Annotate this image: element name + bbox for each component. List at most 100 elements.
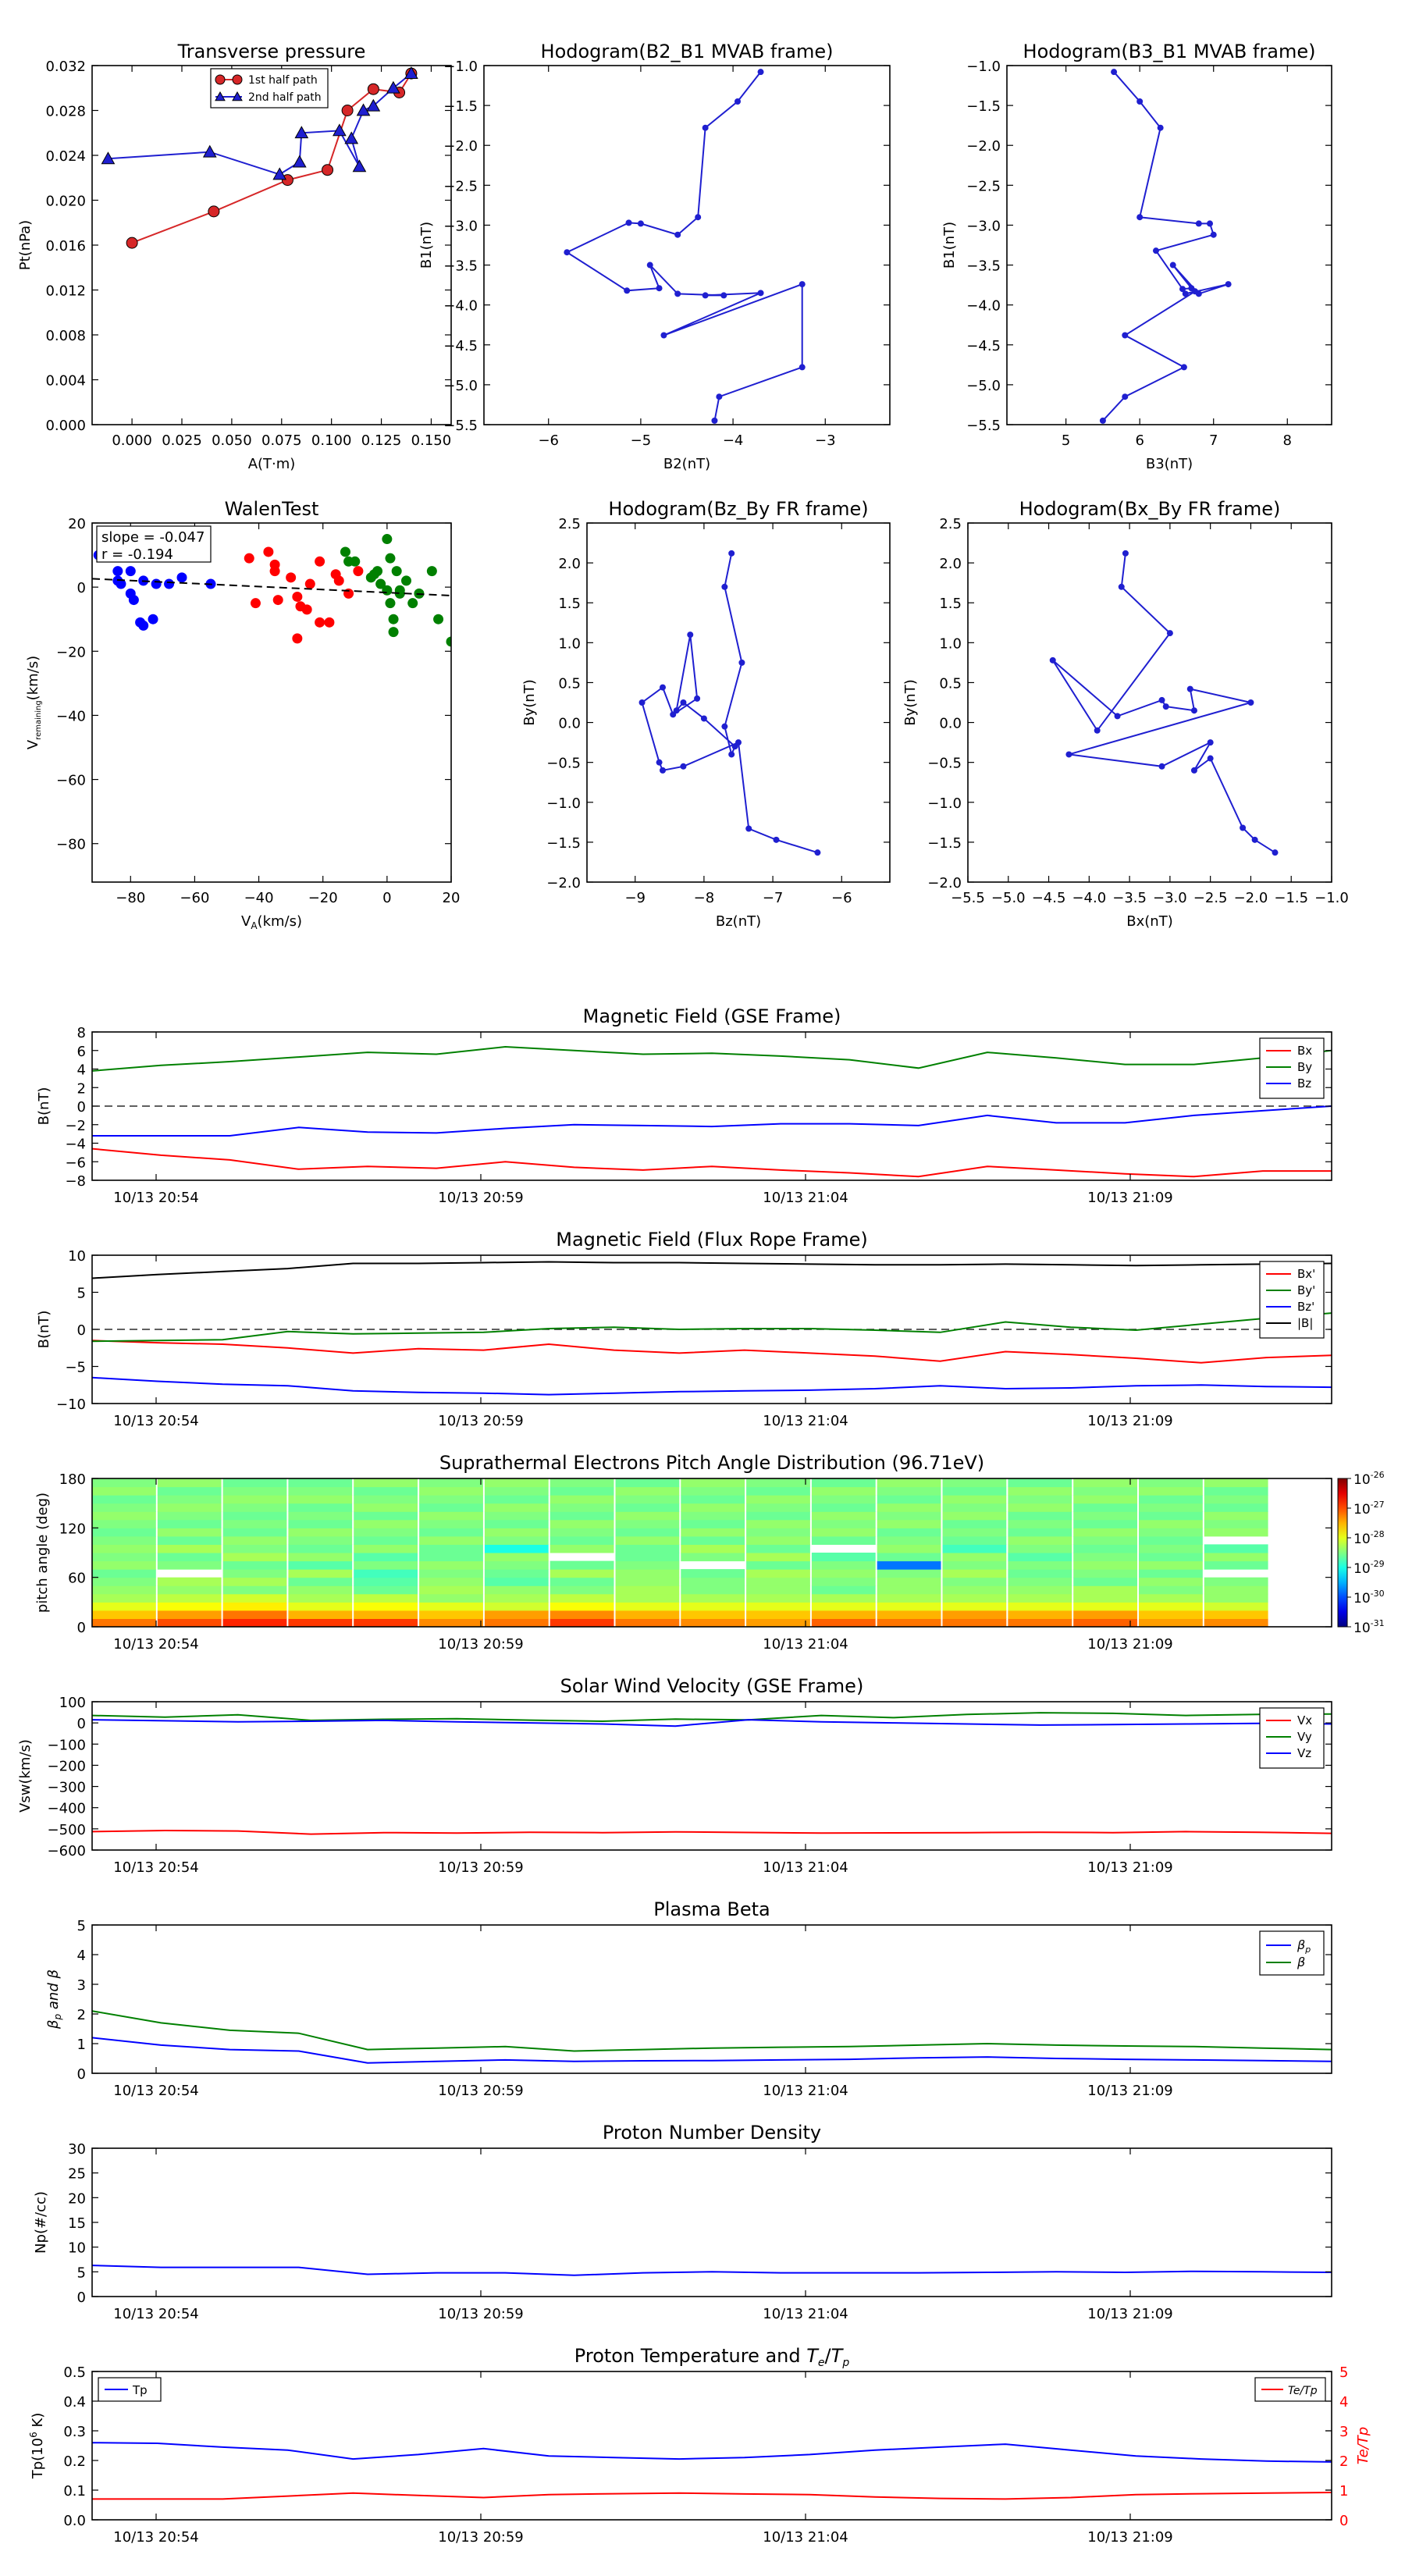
data-point <box>1195 220 1202 227</box>
legend-label: 1st half path <box>248 74 318 87</box>
plot-area <box>92 534 451 647</box>
data-point <box>315 617 325 628</box>
y-tick-label: −8 <box>65 1173 86 1190</box>
y-axis-label: βp and β <box>45 1969 63 2030</box>
y-tick-label: 5 <box>77 2265 86 2281</box>
data-point <box>735 98 741 105</box>
data-point <box>702 124 709 131</box>
data-point <box>1210 231 1217 238</box>
heatmap-cell <box>681 1519 745 1528</box>
label-sup: 6 <box>28 2432 39 2438</box>
heatmap-cell <box>550 1511 614 1521</box>
x-tick-label: 10/13 20:59 <box>438 2529 523 2546</box>
data-point <box>340 546 350 557</box>
y-tick-label: −5 <box>65 1360 86 1376</box>
heatmap-cell <box>811 1486 876 1496</box>
heatmap-cell <box>550 1535 614 1545</box>
data-point <box>404 66 418 79</box>
heatmap-cell <box>288 1495 353 1504</box>
x-tick-label: −3.5 <box>1112 890 1147 906</box>
series-line <box>92 1105 1332 1137</box>
y-tick-label: 8 <box>77 1025 86 1041</box>
heatmap-cell <box>1008 1486 1072 1496</box>
heatmap-cell <box>92 1610 156 1619</box>
heatmap-cell <box>1204 1511 1268 1521</box>
data-point <box>656 759 663 766</box>
heatmap-cell <box>92 1618 156 1628</box>
heatmap-cell <box>92 1503 156 1512</box>
heatmap-cell <box>615 1544 680 1553</box>
heatmap-cell <box>419 1519 483 1528</box>
label-main: β <box>1297 1937 1305 1952</box>
heatmap-cell <box>1204 1519 1268 1528</box>
heatmap-cell <box>222 1495 287 1504</box>
heatmap-cell <box>1073 1553 1137 1562</box>
heatmap-cell <box>550 1544 614 1553</box>
heatmap-cell <box>354 1569 418 1578</box>
y-tick-label: 2.5 <box>558 516 581 532</box>
panel-tpp: Proton Temperature and Te/Tp0.00.10.20.3… <box>28 2345 1371 2546</box>
y-tick-label: 2.0 <box>939 556 962 572</box>
heatmap-cell <box>1204 1544 1268 1553</box>
heatmap-cell <box>1139 1519 1203 1528</box>
data-point <box>356 103 371 116</box>
x-axis-label: Bz(nT) <box>716 913 761 930</box>
data-point <box>1122 393 1129 400</box>
data-point <box>272 595 283 606</box>
x-tick-label: −7 <box>763 890 784 906</box>
x-tick-label: −5 <box>631 432 652 449</box>
heatmap-cell <box>681 1544 745 1553</box>
label-main: V <box>241 913 251 930</box>
y-tick-label: 0.0 <box>558 716 581 732</box>
colorbar-exp: -30 <box>1371 1589 1385 1599</box>
x-tick-label: −6 <box>538 432 559 449</box>
colorbar-exp: -31 <box>1371 1618 1385 1628</box>
heatmap-cell <box>419 1585 483 1595</box>
heatmap-cell <box>811 1511 876 1521</box>
colorbar-label: 10-28 <box>1353 1529 1385 1547</box>
x-tick-label: −5.5 <box>951 890 985 906</box>
colorbar-exp: -28 <box>1371 1529 1385 1539</box>
heatmap-cell <box>1073 1495 1137 1504</box>
y-tick-label: −5.0 <box>443 378 478 394</box>
data-point <box>695 214 702 221</box>
series-line <box>92 1376 1332 1396</box>
heatmap-cell <box>288 1511 353 1521</box>
x-tick-label: 10/13 20:59 <box>438 2306 523 2322</box>
heatmap-cell <box>811 1553 876 1562</box>
x-tick-label: 10/13 21:04 <box>763 1413 848 1429</box>
data-point <box>773 836 780 843</box>
data-point <box>382 534 393 545</box>
y-tick-label: −20 <box>56 644 86 660</box>
data-point <box>433 614 444 624</box>
y-tick-label: 0.028 <box>45 104 86 120</box>
y-axis-label: Vremaining(km/s) <box>25 656 43 749</box>
data-point <box>401 575 411 586</box>
x-tick-label: 10/13 21:09 <box>1087 1636 1172 1653</box>
data-point <box>1111 69 1118 76</box>
series-line <box>92 2037 1332 2064</box>
heatmap-cell <box>811 1535 876 1545</box>
heatmap-cell <box>92 1528 156 1537</box>
data-point <box>164 578 175 589</box>
series-line <box>565 71 803 422</box>
heatmap-cell <box>615 1618 680 1628</box>
heatmap-cell <box>288 1577 353 1586</box>
heatmap-cell <box>484 1478 549 1488</box>
title-sub: e <box>818 2357 825 2369</box>
data-point <box>394 588 405 599</box>
heatmap-cell <box>157 1602 222 1611</box>
y-tick-label: 1 <box>77 2037 86 2053</box>
data-point <box>721 723 728 730</box>
data-point <box>1152 247 1159 254</box>
data-point <box>304 578 315 589</box>
data-point <box>1186 685 1193 692</box>
heatmap-cell <box>222 1569 287 1578</box>
heatmap-cell <box>877 1618 941 1628</box>
y-tick-label: 5 <box>77 1286 86 1302</box>
heatmap-cell <box>354 1535 418 1545</box>
heatmap-cell <box>354 1610 418 1619</box>
legend-label: Te/Tp <box>1288 2385 1318 2397</box>
chart-title: Hodogram(B3_B1 MVAB frame) <box>1023 41 1316 62</box>
data-point <box>333 575 344 586</box>
